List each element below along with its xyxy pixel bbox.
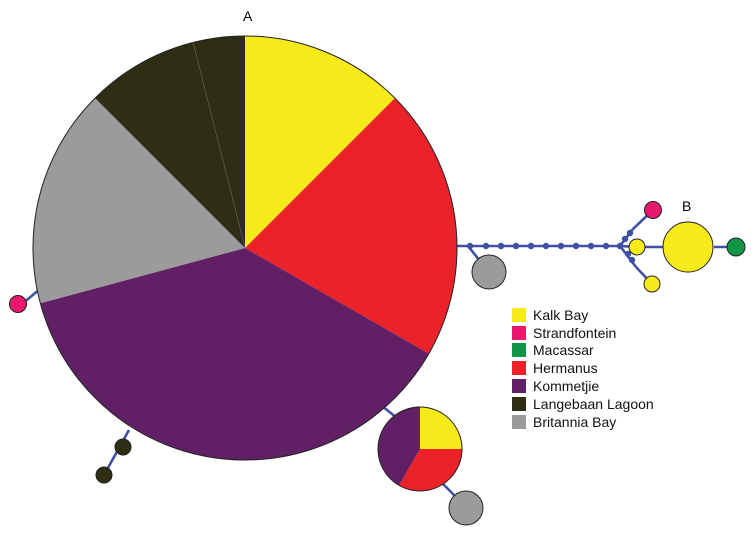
britannia-node-a [471,254,507,290]
pie-a-slice-hermanus [245,98,457,354]
haplotype-b [662,221,714,273]
legend-item-langebaan: Langebaan Lagoon [512,395,654,413]
legend-swatch [512,343,526,358]
macassar-node [726,237,746,257]
legend-label: Kommetjie [533,378,600,395]
mutation-node [572,242,580,250]
mutation-node [626,229,634,237]
pie-mixed-slice-hermanus [399,449,462,491]
mutation-node [621,235,629,243]
link-line [102,429,131,476]
langebaan-node-2 [95,466,113,484]
britannia-node-b [448,490,484,526]
legend-item-kalk: Kalk Bay [512,306,654,324]
mutation-node [587,242,595,250]
mutation-node [624,250,632,258]
pie-a-slice-kommetjie [40,248,429,460]
mutation-node [628,256,636,264]
pie-mixed-outline [377,406,463,492]
pie-a-slice-langebaan [95,36,246,248]
legend-label: Kalk Bay [533,306,589,323]
mutation-node [527,242,535,250]
pie-a-slice-britannia [33,98,246,304]
mutation-node [482,242,490,250]
legend-swatch [512,325,526,340]
singleton-haplotypes [9,201,746,526]
mutation-node [466,242,474,250]
legend-item-macassar: Macassar [512,342,654,360]
legend-label: Hermanus [533,360,598,377]
legend-item-strand: Strandfontein [512,324,654,342]
kalk-node-mid [628,238,646,256]
legend-label: Macassar [533,342,594,359]
pie-a-slice-kalk [245,36,395,248]
mutation-node [512,242,520,250]
legend: Kalk Bay Strandfontein Macassar Hermanus Kom… [512,306,654,431]
legend-swatch [512,414,526,429]
legend-item-kommetjie: Kommetjie [512,377,654,395]
langebaan-node-1 [114,438,132,456]
legend-label: Langebaan Lagoon [533,395,654,412]
legend-item-britannia: Britannia Bay [512,413,654,431]
strandfontein-node-b [644,201,662,219]
strandfontein-node-a [9,295,27,313]
mutation-node [497,242,505,250]
legend-item-hermanus: Hermanus [512,359,654,377]
legend-label: Britannia Bay [533,413,617,430]
legend-label: Strandfontein [533,324,617,341]
legend-swatch [512,361,526,376]
mutation-node [542,242,550,250]
haplotype-a-label: A [243,8,253,24]
haplotype-mixed-pie [377,406,463,492]
pie-mixed-slice-kommetjie [378,407,420,486]
haplotype-a-pie [32,35,458,461]
pie-a-outline [32,35,458,461]
legend-swatch [512,307,526,322]
pie-mixed-slice-kalk [420,407,462,449]
pie-a-divider [192,41,246,249]
legend-swatch [512,396,526,411]
haplotype-b-label: B [682,198,691,214]
kalk-node-low [643,275,661,293]
mutation-node [616,242,624,250]
mutation-node [557,242,565,250]
legend-swatch [512,379,526,394]
mutation-node [602,242,610,250]
